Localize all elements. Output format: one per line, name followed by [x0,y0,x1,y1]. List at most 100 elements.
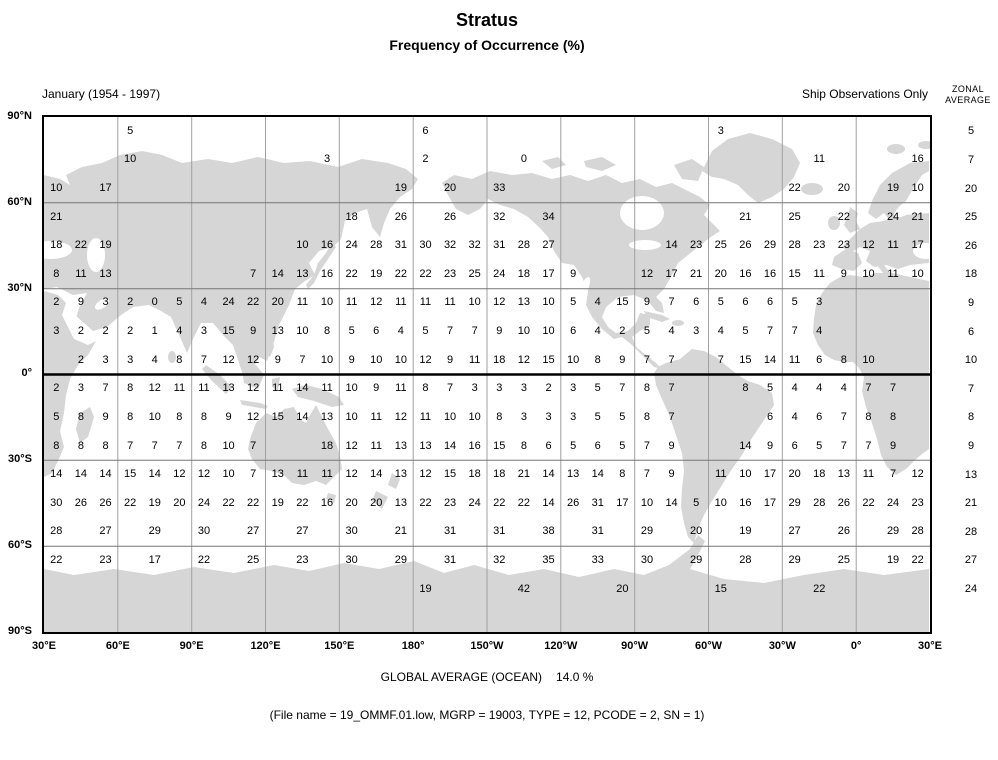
lat-tick-label: 30°S [8,453,32,466]
grid-value: 19 [271,496,284,509]
grid-value [856,146,881,175]
grid-value [44,146,69,175]
grid-value [364,146,389,175]
grid-value: 5 [53,410,60,423]
grid-value [192,117,217,146]
grid-value: 35 [542,553,555,566]
grid-value: 15 [616,296,629,309]
grid-value: 15 [271,410,284,423]
grid-value [881,603,906,632]
grid-value: 8 [643,410,651,423]
grid-value: 14 [296,410,309,423]
grid-value: 13 [567,468,580,481]
grid-value: 5 [127,124,134,137]
zonal-average-value: 21 [964,497,978,510]
grid-value [118,260,143,289]
grid-value [758,174,783,203]
grid-value: 7 [865,439,872,452]
grid-value: 32 [493,553,506,566]
grid-value: 18 [517,267,531,280]
page-subtitle: Frequency of Occurrence (%) [389,37,585,53]
grid-value: 18 [493,468,506,481]
grid-value: 1 [151,325,158,338]
grid-value: 16 [763,267,777,280]
grid-value: 12 [173,468,186,481]
grid-value: 14 [296,382,309,395]
grid-value: 29 [886,525,900,538]
grid-value: 8 [594,353,601,366]
grid-value: 17 [763,496,777,509]
grid-value [905,575,930,604]
grid-value: 22 [862,496,875,509]
grid-value: 12 [419,353,432,366]
grid-value: 7 [668,382,675,395]
grid-value [290,603,315,632]
grid-value [782,575,807,604]
grid-value: 30 [197,525,211,538]
grid-value [192,203,217,232]
grid-value [561,117,586,146]
grid-value [561,603,586,632]
grid-value [905,432,930,461]
zonal-average-value: 9 [967,296,975,309]
grid-value [93,203,118,232]
grid-value: 22 [419,496,432,509]
grid-value [610,117,635,146]
grid-value: 5 [742,325,749,338]
grid-value: 22 [911,553,924,566]
grid-value: 5 [717,296,724,309]
grid-value: 20 [788,468,801,481]
grid-value: 14 [74,468,88,481]
grid-value: 2 [53,296,60,309]
grid-value: 3 [471,382,478,395]
grid-value [807,203,832,232]
grid-value: 13 [419,439,432,452]
grid-value: 14 [763,353,777,366]
zonal-header-line2: AVERAGE [945,95,991,105]
grid-value: 10 [394,353,407,366]
grid-value: 13 [271,325,284,338]
grid-value: 5 [594,382,601,395]
grid-value [167,575,192,604]
grid-value [610,603,635,632]
grid-value: 5 [766,382,774,395]
grid-value: 28 [813,496,826,509]
grid-value [118,546,143,575]
grid-value: 5 [348,325,355,338]
grid-value [708,432,733,461]
grid-value: 9 [447,353,454,366]
grid-value: 12 [419,468,432,481]
grid-value: 3 [53,325,60,338]
grid-value: 11 [272,382,284,395]
grid-value: 13 [394,468,407,481]
grid-value: 30 [419,239,432,252]
grid-value: 13 [222,382,235,395]
grid-value: 26 [739,239,752,252]
grid-value: 14 [665,239,678,252]
grid-value [782,117,807,146]
grid-value [290,432,315,461]
grid-value: 22 [50,553,63,566]
grid-value [142,575,167,604]
grid-value [69,146,94,175]
grid-value: 29 [640,525,654,538]
zonal-header-line1: ZONAL [951,84,984,94]
grid-value [856,575,881,604]
zonal-average-value: 28 [964,525,978,538]
grid-value: 22 [517,496,531,509]
grid-value: 10 [296,239,309,252]
grid-value: 25 [788,210,801,223]
grid-value [659,603,684,632]
grid-value: 7 [717,353,724,366]
grid-value: 10 [345,382,358,395]
grid-value [659,117,684,146]
grid-value [635,146,660,175]
lat-axis: 90°N 60°N 30°N 0° 30°S 60°S 90°S [0,110,37,637]
grid-value: 11 [395,382,407,395]
grid-value [44,603,69,632]
grid-value [881,346,906,375]
grid-value [364,518,389,547]
grid-value: 6 [742,296,749,309]
grid-value: 15 [739,353,752,366]
grid-value [610,203,635,232]
